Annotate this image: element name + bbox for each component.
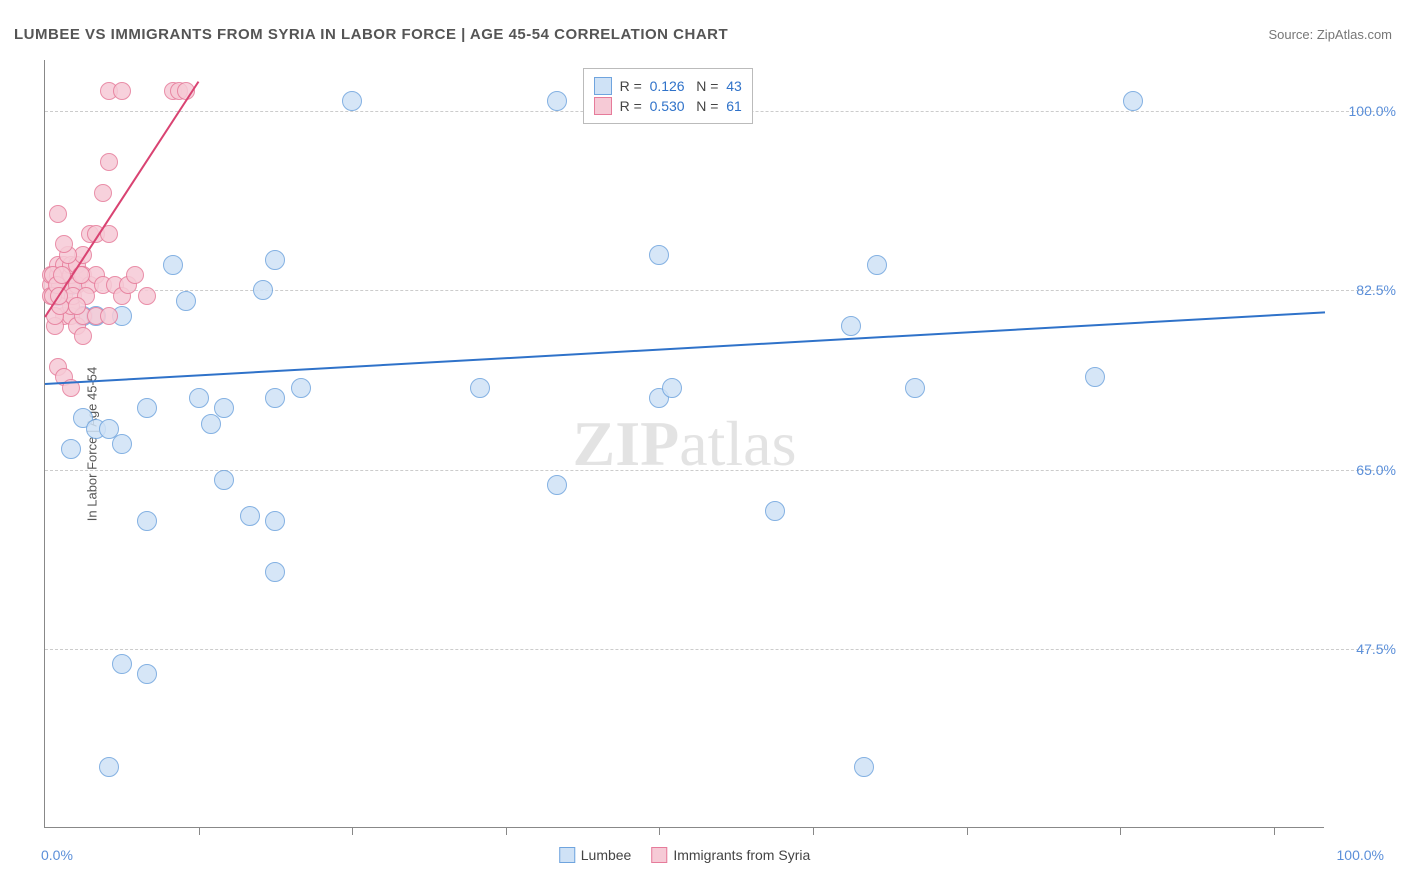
y-tick-label: 82.5% xyxy=(1356,282,1396,298)
data-point xyxy=(100,307,118,325)
y-tick-label: 100.0% xyxy=(1349,103,1396,119)
x-tick xyxy=(659,827,660,835)
data-point xyxy=(68,297,86,315)
data-point xyxy=(100,153,118,171)
data-point xyxy=(649,245,669,265)
data-point xyxy=(1085,367,1105,387)
y-tick-label: 47.5% xyxy=(1356,641,1396,657)
legend-label: Lumbee xyxy=(581,847,632,863)
data-point xyxy=(163,255,183,275)
y-tick-label: 65.0% xyxy=(1356,462,1396,478)
legend-label: Immigrants from Syria xyxy=(673,847,810,863)
data-point xyxy=(291,378,311,398)
legend-swatch xyxy=(594,97,612,115)
data-point xyxy=(61,439,81,459)
data-point xyxy=(137,398,157,418)
chart-title: LUMBEE VS IMMIGRANTS FROM SYRIA IN LABOR… xyxy=(14,26,728,43)
source-label: Source: ZipAtlas.com xyxy=(1268,27,1392,42)
gridline xyxy=(45,470,1384,471)
x-tick xyxy=(199,827,200,835)
data-point xyxy=(189,388,209,408)
legend-item: Lumbee xyxy=(559,847,632,863)
x-tick xyxy=(813,827,814,835)
data-point xyxy=(240,506,260,526)
data-point xyxy=(867,255,887,275)
data-point xyxy=(342,91,362,111)
legend-row: R = 0.530 N = 61 xyxy=(594,97,742,115)
data-point xyxy=(94,184,112,202)
legend-stats: R = 0.126 N = 43 xyxy=(620,78,742,94)
data-point xyxy=(137,664,157,684)
gridline xyxy=(45,290,1384,291)
x-tick xyxy=(1120,827,1121,835)
legend-stats: R = 0.530 N = 61 xyxy=(620,98,742,114)
data-point xyxy=(113,82,131,100)
data-point xyxy=(253,280,273,300)
data-point xyxy=(905,378,925,398)
x-tick xyxy=(352,827,353,835)
x-axis-end-label: 100.0% xyxy=(1337,847,1384,863)
data-point xyxy=(265,250,285,270)
data-point xyxy=(214,398,234,418)
watermark-rest: atlas xyxy=(679,408,796,479)
data-point xyxy=(265,511,285,531)
data-point xyxy=(662,378,682,398)
correlation-legend: R = 0.126 N = 43 R = 0.530 N = 61 xyxy=(583,68,753,124)
data-point xyxy=(112,654,132,674)
data-point xyxy=(214,470,234,490)
data-point xyxy=(765,501,785,521)
data-point xyxy=(74,327,92,345)
data-point xyxy=(547,475,567,495)
data-point xyxy=(1123,91,1143,111)
data-point xyxy=(265,388,285,408)
legend-swatch xyxy=(651,847,667,863)
legend-row: R = 0.126 N = 43 xyxy=(594,77,742,95)
data-point xyxy=(49,205,67,223)
data-point xyxy=(470,378,490,398)
series-legend: Lumbee Immigrants from Syria xyxy=(559,847,811,863)
data-point xyxy=(854,757,874,777)
data-point xyxy=(99,757,119,777)
x-axis-start-label: 0.0% xyxy=(41,847,73,863)
plot-area: In Labor Force | Age 45-54 47.5%65.0%82.… xyxy=(44,60,1324,828)
gridline xyxy=(45,649,1384,650)
legend-swatch xyxy=(594,77,612,95)
trend-line xyxy=(45,311,1325,385)
legend-swatch xyxy=(559,847,575,863)
data-point xyxy=(138,287,156,305)
data-point xyxy=(547,91,567,111)
data-point xyxy=(841,316,861,336)
data-point xyxy=(112,434,132,454)
data-point xyxy=(265,562,285,582)
y-axis-title: In Labor Force | Age 45-54 xyxy=(85,366,100,520)
legend-item: Immigrants from Syria xyxy=(651,847,810,863)
x-tick xyxy=(506,827,507,835)
data-point xyxy=(176,291,196,311)
x-tick xyxy=(1274,827,1275,835)
x-tick xyxy=(967,827,968,835)
watermark-bold: ZIP xyxy=(573,408,680,479)
data-point xyxy=(126,266,144,284)
data-point xyxy=(55,235,73,253)
data-point xyxy=(137,511,157,531)
